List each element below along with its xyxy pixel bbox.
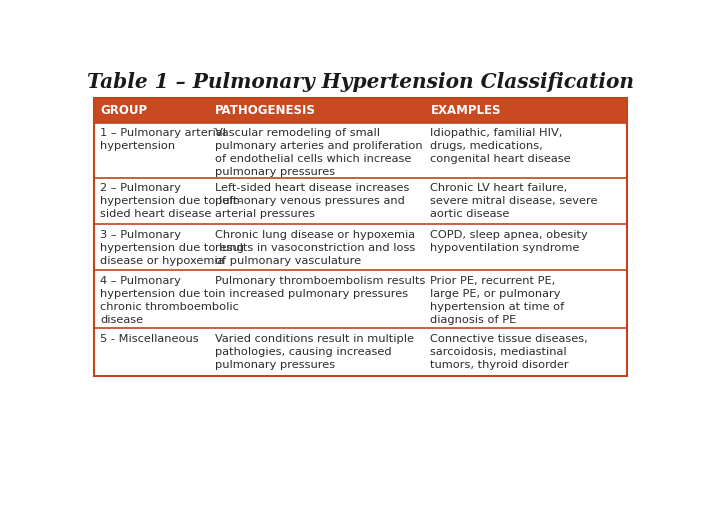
Text: Varied conditions result in multiple
pathologies, causing increased
pulmonary pr: Varied conditions result in multiple pat…: [214, 334, 414, 370]
Text: 4 – Pulmonary
hypertension due to
chronic thromboembolic
disease: 4 – Pulmonary hypertension due to chroni…: [101, 276, 239, 325]
Text: Pulmonary thromboembolism results
in increased pulmonary pressures: Pulmonary thromboembolism results in inc…: [214, 276, 425, 299]
Text: 5 - Miscellaneous: 5 - Miscellaneous: [101, 334, 199, 343]
Text: Connective tissue diseases,
sarcoidosis, mediastinal
tumors, thyroid disorder: Connective tissue diseases, sarcoidosis,…: [430, 334, 588, 370]
Bar: [94, 98, 626, 122]
Text: Chronic LV heart failure,
severe mitral disease, severe
aortic disease: Chronic LV heart failure, severe mitral …: [430, 183, 598, 219]
Text: PATHOGENESIS: PATHOGENESIS: [214, 104, 316, 117]
Text: Vascular remodeling of small
pulmonary arteries and proliferation
of endothelial: Vascular remodeling of small pulmonary a…: [214, 128, 423, 177]
Text: 3 – Pulmonary
hypertension due to lung
disease or hypoxemia: 3 – Pulmonary hypertension due to lung d…: [101, 230, 244, 266]
Text: Idiopathic, familial HIV,
drugs, medications,
congenital heart disease: Idiopathic, familial HIV, drugs, medicat…: [430, 128, 571, 164]
Text: 2 – Pulmonary
hypertension due to left-
sided heart disease: 2 – Pulmonary hypertension due to left- …: [101, 183, 242, 219]
Text: COPD, sleep apnea, obesity
hypoventilation syndrome: COPD, sleep apnea, obesity hypoventilati…: [430, 230, 588, 252]
Text: EXAMPLES: EXAMPLES: [430, 104, 501, 117]
Text: Prior PE, recurrent PE,
large PE, or pulmonary
hypertension at time of
diagnosis: Prior PE, recurrent PE, large PE, or pul…: [430, 276, 565, 325]
Text: Left-sided heart disease increases
pulmonary venous pressures and
arterial press: Left-sided heart disease increases pulmo…: [214, 183, 409, 219]
Bar: [94, 98, 626, 376]
Text: Chronic lung disease or hypoxemia
results in vasoconstriction and loss
of pulmon: Chronic lung disease or hypoxemia result…: [214, 230, 415, 266]
Text: 1 – Pulmonary arterial
hypertension: 1 – Pulmonary arterial hypertension: [101, 128, 226, 151]
Text: Table 1 – Pulmonary Hypertension Classification: Table 1 – Pulmonary Hypertension Classif…: [86, 72, 634, 92]
Text: GROUP: GROUP: [101, 104, 148, 117]
